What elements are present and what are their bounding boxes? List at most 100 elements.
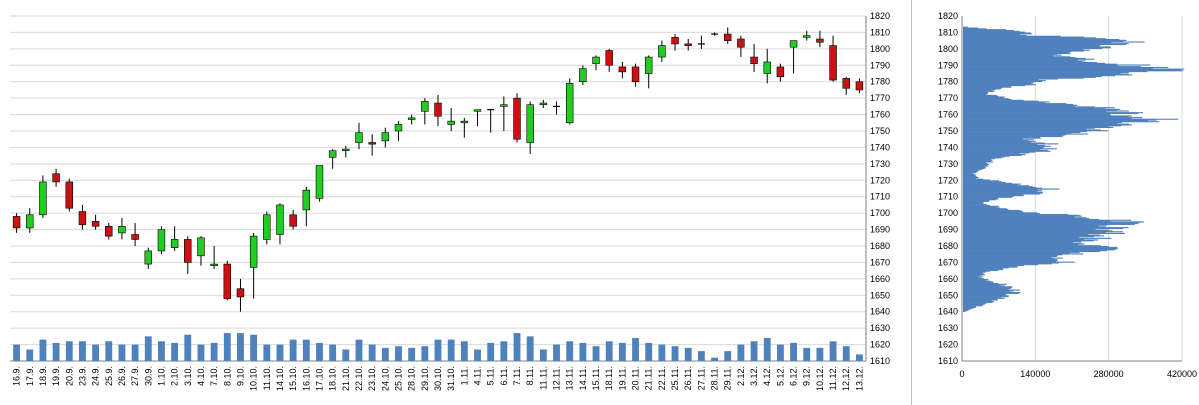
profile-bar <box>963 193 1040 195</box>
profile-bar <box>963 310 968 312</box>
profile-bar <box>963 268 1003 270</box>
profile-bar <box>963 213 1041 215</box>
profile-bar <box>963 108 1121 110</box>
x-tick-label: 140000 <box>1020 369 1050 379</box>
y-tick-label: 1750 <box>870 126 890 136</box>
profile-bar <box>963 56 1071 58</box>
profile-bar <box>963 183 1021 185</box>
profile-bar <box>963 259 1058 261</box>
profile-bar <box>963 154 1026 156</box>
candle-body <box>592 56 600 64</box>
profile-bar <box>963 200 989 202</box>
candle-body <box>105 225 113 237</box>
x-tick-label: 25.9. <box>104 366 114 386</box>
profile-bar <box>963 170 978 172</box>
profile-bar <box>963 246 1118 248</box>
panel-divider <box>911 0 912 405</box>
profile-bar <box>963 199 996 201</box>
volume-bar <box>671 346 679 361</box>
profile-bar <box>963 85 1026 87</box>
x-tick-label: 22.10. <box>354 366 364 391</box>
candle-body <box>328 150 337 158</box>
candle-body <box>144 250 153 265</box>
y-tick-label: 1760 <box>938 110 958 120</box>
profile-bar <box>963 174 976 176</box>
profile-bar <box>963 309 969 311</box>
profile-bar <box>963 179 990 181</box>
profile-bar <box>963 128 1087 130</box>
profile-bar <box>963 75 1102 78</box>
x-tick-label: 26.11. <box>683 366 693 390</box>
profile-bar <box>963 239 1099 241</box>
profile-bar <box>963 218 1099 221</box>
profile-bar <box>963 122 1118 124</box>
profile-bar <box>963 251 1080 253</box>
candle-body <box>579 68 587 83</box>
profile-bar <box>963 300 992 302</box>
profile-bar <box>963 186 1033 188</box>
profile-bar <box>963 296 1002 299</box>
candle-body <box>684 43 692 46</box>
y-tick-label: 1820 <box>938 11 958 21</box>
profile-bar <box>963 200 990 202</box>
y-tick-label: 1700 <box>870 208 890 218</box>
profile-bar <box>963 273 985 276</box>
profile-bar <box>963 274 981 276</box>
profile-bar <box>963 248 1117 250</box>
x-tick-label: 3.10. <box>183 366 193 386</box>
profile-bar <box>963 94 997 96</box>
y-tick-label: 1790 <box>938 60 958 70</box>
candle-body <box>565 83 574 124</box>
x-tick-label: 24.10. <box>380 366 390 391</box>
profile-bar <box>963 255 1058 257</box>
profile-bar <box>963 156 1005 158</box>
profile-bar <box>963 52 1071 55</box>
profile-bar <box>963 269 1004 271</box>
profile-bar <box>963 117 1132 119</box>
profile-bar <box>963 279 987 281</box>
profile-bar <box>963 125 1122 127</box>
profile-bar <box>963 303 985 305</box>
x-tick-label: 20.11. <box>631 366 641 390</box>
volume-bar <box>658 344 666 361</box>
x-tick-label: 8.11. <box>525 366 535 385</box>
profile-bar <box>963 62 1106 64</box>
volume-bar <box>131 344 139 361</box>
x-tick-label: 9.10. <box>235 366 245 386</box>
profile-bar <box>963 82 1032 84</box>
profile-bar <box>963 75 1116 77</box>
profile-bar <box>963 57 1086 60</box>
profile-bar <box>963 87 1002 89</box>
profile-bar <box>963 109 1118 111</box>
y-tick-label: 1800 <box>870 44 890 54</box>
profile-bar <box>963 131 1081 133</box>
candle-body <box>184 239 192 263</box>
candle-body <box>394 124 403 132</box>
profile-bar <box>963 158 995 160</box>
profile-bar <box>963 270 991 272</box>
profile-bar <box>963 161 993 163</box>
volume-bar <box>381 347 389 361</box>
candle-body <box>500 104 508 107</box>
profile-bar <box>963 210 1023 212</box>
profile-bar <box>963 275 984 277</box>
profile-bar <box>963 176 977 178</box>
profile-bar <box>963 111 1107 113</box>
profile-bar <box>963 297 1005 299</box>
profile-bar <box>963 98 1009 100</box>
profile-bar <box>963 140 1036 142</box>
profile-bar <box>963 223 1135 225</box>
profile-bar <box>963 145 1051 147</box>
x-tick-label: 28.11. <box>710 366 720 390</box>
profile-bar <box>963 265 1019 267</box>
x-tick-label: 2.10. <box>170 366 180 386</box>
y-tick-label: 1750 <box>938 126 958 136</box>
profile-bar <box>963 168 983 170</box>
volume-bar <box>855 354 863 361</box>
profile-bar <box>963 269 999 271</box>
candle-body <box>539 102 548 106</box>
profile-bar <box>963 223 1138 225</box>
x-tick-label: 4.10. <box>196 366 206 386</box>
profile-bar <box>963 227 1129 229</box>
profile-bar <box>963 195 1014 198</box>
